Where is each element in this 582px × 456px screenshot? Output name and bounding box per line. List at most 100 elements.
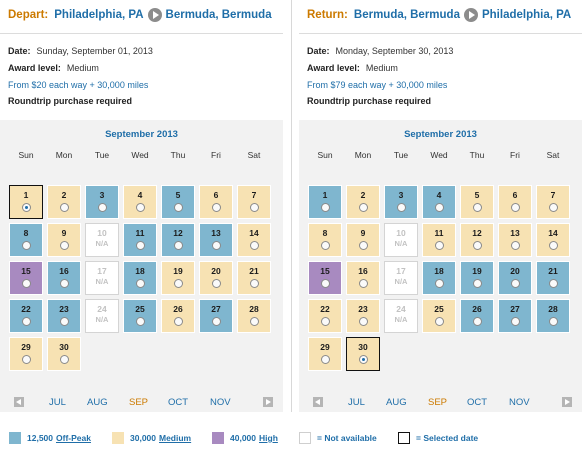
day-radio[interactable] [473,279,482,288]
return-day-15[interactable]: 15 [308,261,342,295]
return-month-sep[interactable]: SEP [428,397,448,408]
return-day-2[interactable]: 2 [346,185,380,219]
return-month-aug[interactable]: AUG [386,397,407,408]
day-radio[interactable] [549,317,558,326]
day-radio[interactable] [136,241,145,250]
day-radio[interactable] [250,279,259,288]
day-radio[interactable] [60,355,69,364]
depart-day-12[interactable]: 12 [161,223,195,257]
depart-day-23[interactable]: 23 [47,299,81,333]
return-month-oct[interactable]: OCT [467,397,488,408]
day-radio[interactable] [321,279,330,288]
return-day-23[interactable]: 23 [346,299,380,333]
depart-day-16[interactable]: 16 [47,261,81,295]
day-radio[interactable] [511,241,520,250]
depart-day-22[interactable]: 22 [9,299,43,333]
return-day-16[interactable]: 16 [346,261,380,295]
day-radio[interactable] [473,203,482,212]
day-radio[interactable] [435,203,444,212]
return-day-4[interactable]: 4 [422,185,456,219]
return-day-13[interactable]: 13 [498,223,532,257]
day-radio[interactable] [22,355,31,364]
return-day-8[interactable]: 8 [308,223,342,257]
day-radio[interactable] [174,203,183,212]
depart-day-6[interactable]: 6 [199,185,233,219]
depart-day-14[interactable]: 14 [237,223,271,257]
day-radio[interactable] [473,241,482,250]
depart-day-28[interactable]: 28 [237,299,271,333]
day-radio[interactable] [174,241,183,250]
legend-offpeak-link[interactable]: Off-Peak [56,433,91,443]
day-radio[interactable] [549,279,558,288]
depart-month-nov[interactable]: NOV [210,397,231,408]
day-radio[interactable] [212,317,221,326]
depart-day-25[interactable]: 25 [123,299,157,333]
depart-day-13[interactable]: 13 [199,223,233,257]
chevron-right-icon[interactable] [263,397,273,407]
day-radio[interactable] [321,355,330,364]
day-radio[interactable] [60,279,69,288]
day-radio[interactable] [136,203,145,212]
return-day-22[interactable]: 22 [308,299,342,333]
depart-day-5[interactable]: 5 [161,185,195,219]
depart-day-7[interactable]: 7 [237,185,271,219]
day-radio[interactable] [321,317,330,326]
depart-day-15[interactable]: 15 [9,261,43,295]
depart-day-21[interactable]: 21 [237,261,271,295]
day-radio[interactable] [136,317,145,326]
depart-month-jul[interactable]: JUL [49,397,66,408]
day-radio[interactable] [136,279,145,288]
day-radio[interactable] [321,203,330,212]
return-day-3[interactable]: 3 [384,185,418,219]
day-radio[interactable] [22,279,31,288]
depart-day-8[interactable]: 8 [9,223,43,257]
day-radio[interactable] [359,279,368,288]
day-radio[interactable] [98,203,107,212]
day-radio[interactable] [549,203,558,212]
depart-day-2[interactable]: 2 [47,185,81,219]
day-radio[interactable] [511,317,520,326]
day-radio[interactable] [22,203,31,212]
day-radio[interactable] [549,241,558,250]
depart-day-18[interactable]: 18 [123,261,157,295]
legend-medium-link[interactable]: Medium [159,433,192,443]
depart-day-27[interactable]: 27 [199,299,233,333]
depart-day-3[interactable]: 3 [85,185,119,219]
return-day-30[interactable]: 30 [346,337,380,371]
depart-day-11[interactable]: 11 [123,223,157,257]
return-day-27[interactable]: 27 [498,299,532,333]
chevron-left-icon[interactable] [14,397,24,407]
depart-day-9[interactable]: 9 [47,223,81,257]
return-day-5[interactable]: 5 [460,185,494,219]
day-radio[interactable] [212,241,221,250]
day-radio[interactable] [174,279,183,288]
day-radio[interactable] [250,203,259,212]
day-radio[interactable] [60,241,69,250]
day-radio[interactable] [511,203,520,212]
return-day-29[interactable]: 29 [308,337,342,371]
day-radio[interactable] [22,241,31,250]
return-month-nov[interactable]: NOV [509,397,530,408]
return-day-9[interactable]: 9 [346,223,380,257]
day-radio[interactable] [22,317,31,326]
return-day-21[interactable]: 21 [536,261,570,295]
day-radio[interactable] [359,355,368,364]
depart-day-30[interactable]: 30 [47,337,81,371]
depart-month-sep[interactable]: SEP [129,397,149,408]
day-radio[interactable] [174,317,183,326]
depart-day-20[interactable]: 20 [199,261,233,295]
depart-day-26[interactable]: 26 [161,299,195,333]
return-day-11[interactable]: 11 [422,223,456,257]
day-radio[interactable] [250,317,259,326]
return-day-14[interactable]: 14 [536,223,570,257]
depart-month-oct[interactable]: OCT [168,397,189,408]
return-day-19[interactable]: 19 [460,261,494,295]
day-radio[interactable] [397,203,406,212]
return-day-7[interactable]: 7 [536,185,570,219]
return-month-jul[interactable]: JUL [348,397,365,408]
day-radio[interactable] [473,317,482,326]
day-radio[interactable] [60,317,69,326]
return-day-28[interactable]: 28 [536,299,570,333]
return-day-26[interactable]: 26 [460,299,494,333]
day-radio[interactable] [435,317,444,326]
